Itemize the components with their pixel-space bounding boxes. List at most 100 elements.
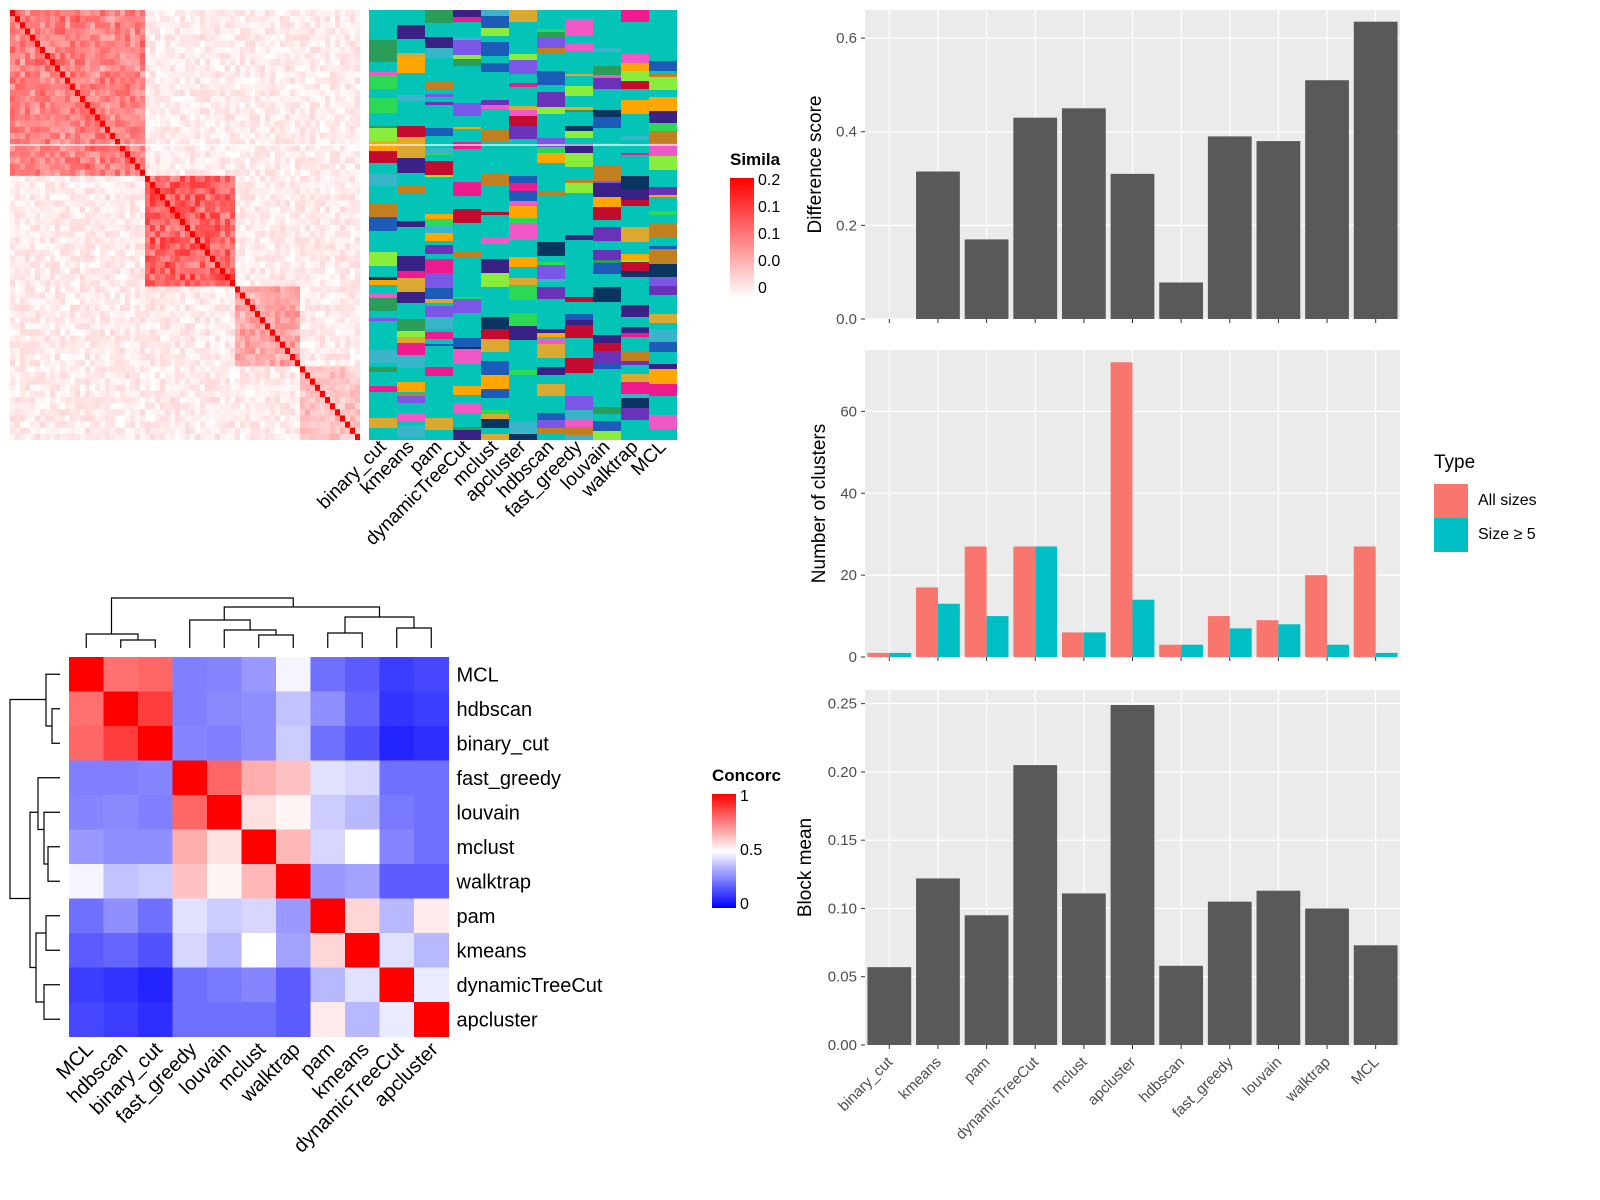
similarity-cell bbox=[315, 182, 321, 189]
similarity-cell bbox=[80, 120, 86, 128]
similarity-cell bbox=[150, 108, 156, 116]
similarity-cell bbox=[30, 292, 36, 300]
similarity-cell bbox=[10, 403, 16, 410]
similarity-cell bbox=[35, 311, 41, 318]
similarity-cell bbox=[225, 304, 231, 312]
similarity-cell bbox=[35, 28, 41, 36]
similarity-cell bbox=[345, 157, 351, 165]
similarity-cell bbox=[270, 249, 276, 257]
similarity-cell bbox=[170, 347, 176, 355]
similarity-cell bbox=[65, 329, 71, 337]
similarity-cell bbox=[190, 384, 196, 392]
similarity-cell bbox=[235, 16, 241, 23]
similarity-cell bbox=[115, 65, 121, 73]
similarity-cell bbox=[295, 28, 301, 36]
similarity-cell bbox=[305, 427, 311, 435]
similarity-cell bbox=[30, 378, 36, 386]
similarity-cell bbox=[105, 120, 111, 128]
similarity-cell bbox=[55, 354, 61, 361]
similarity-cell bbox=[90, 59, 96, 66]
similarity-cell bbox=[350, 311, 356, 318]
annotation-segment bbox=[397, 355, 426, 368]
annotation-segment bbox=[397, 101, 426, 116]
similarity-cell bbox=[60, 311, 66, 318]
similarity-cell bbox=[155, 163, 161, 171]
similarity-cell bbox=[45, 231, 51, 238]
similarity-cell bbox=[130, 403, 136, 410]
similarity-cell bbox=[85, 286, 91, 294]
similarity-cell bbox=[135, 390, 141, 398]
similarity-cell bbox=[30, 22, 36, 30]
similarity-cell bbox=[235, 231, 241, 238]
similarity-cell bbox=[45, 304, 51, 312]
similarity-cell bbox=[50, 372, 56, 380]
similarity-cell bbox=[130, 354, 136, 361]
similarity-cell bbox=[340, 175, 346, 183]
similarity-cell bbox=[340, 96, 346, 103]
similarity-cell bbox=[130, 298, 136, 306]
similarity-cell bbox=[80, 409, 86, 417]
similarity-cell bbox=[295, 212, 301, 220]
similarity-cell bbox=[100, 71, 106, 79]
similarity-cell bbox=[195, 255, 201, 263]
similarity-cell bbox=[115, 225, 121, 232]
similarity-cell bbox=[305, 329, 311, 337]
similarity-cell bbox=[80, 317, 86, 324]
similarity-cell bbox=[125, 347, 131, 355]
similarity-cell bbox=[55, 341, 61, 349]
similarity-cell bbox=[65, 231, 71, 238]
annotation-segment bbox=[397, 292, 426, 303]
similarity-cell bbox=[270, 427, 276, 435]
similarity-cell bbox=[65, 354, 71, 361]
similarity-cell bbox=[225, 298, 231, 306]
similarity-cell bbox=[115, 378, 121, 386]
similarity-cell bbox=[200, 409, 206, 417]
similarity-cell bbox=[125, 77, 131, 85]
similarity-cell bbox=[160, 34, 166, 42]
similarity-cell bbox=[155, 421, 161, 429]
similarity-cell bbox=[65, 182, 71, 189]
similarity-cell bbox=[260, 108, 266, 116]
similarity-cell bbox=[210, 231, 216, 238]
similarity-cell bbox=[40, 317, 46, 324]
similarity-cell bbox=[125, 274, 131, 281]
similarity-cell bbox=[215, 188, 221, 195]
similarity-cell bbox=[110, 341, 116, 349]
similarity-cell bbox=[190, 206, 196, 214]
similarity-cell bbox=[285, 354, 291, 361]
similarity-cell bbox=[190, 96, 196, 103]
similarity-cell bbox=[340, 427, 346, 435]
similarity-cell bbox=[350, 335, 356, 343]
annotation-segment bbox=[369, 217, 398, 231]
similarity-cell bbox=[335, 96, 341, 103]
similarity-cell bbox=[265, 378, 271, 386]
similarity-cell bbox=[295, 261, 301, 269]
similarity-cell bbox=[210, 145, 216, 152]
similarity-cell bbox=[45, 311, 51, 318]
similarity-cell bbox=[315, 89, 321, 97]
similarity-cell bbox=[85, 102, 91, 109]
similarity-cell bbox=[50, 77, 56, 85]
similarity-cell bbox=[330, 409, 336, 417]
similarity-cell bbox=[305, 255, 311, 263]
similarity-cell bbox=[295, 341, 301, 349]
similarity-cell bbox=[345, 163, 351, 171]
similarity-cell bbox=[305, 225, 311, 232]
similarity-cell bbox=[20, 304, 26, 312]
similarity-cell bbox=[350, 175, 356, 183]
similarity-cell bbox=[45, 372, 51, 380]
similarity-cell bbox=[255, 34, 261, 42]
similarity-cell bbox=[265, 71, 271, 79]
similarity-cell bbox=[330, 433, 336, 440]
similarity-cell bbox=[235, 341, 241, 349]
similarity-cell bbox=[345, 89, 351, 97]
annotation-segment bbox=[397, 95, 426, 101]
similarity-cell bbox=[250, 132, 256, 140]
similarity-cell bbox=[200, 249, 206, 257]
similarity-cell bbox=[290, 34, 296, 42]
similarity-cell bbox=[235, 354, 241, 361]
similarity-cell bbox=[225, 212, 231, 220]
similarity-cell bbox=[205, 77, 211, 85]
similarity-cell bbox=[310, 255, 316, 263]
similarity-cell bbox=[240, 384, 246, 392]
